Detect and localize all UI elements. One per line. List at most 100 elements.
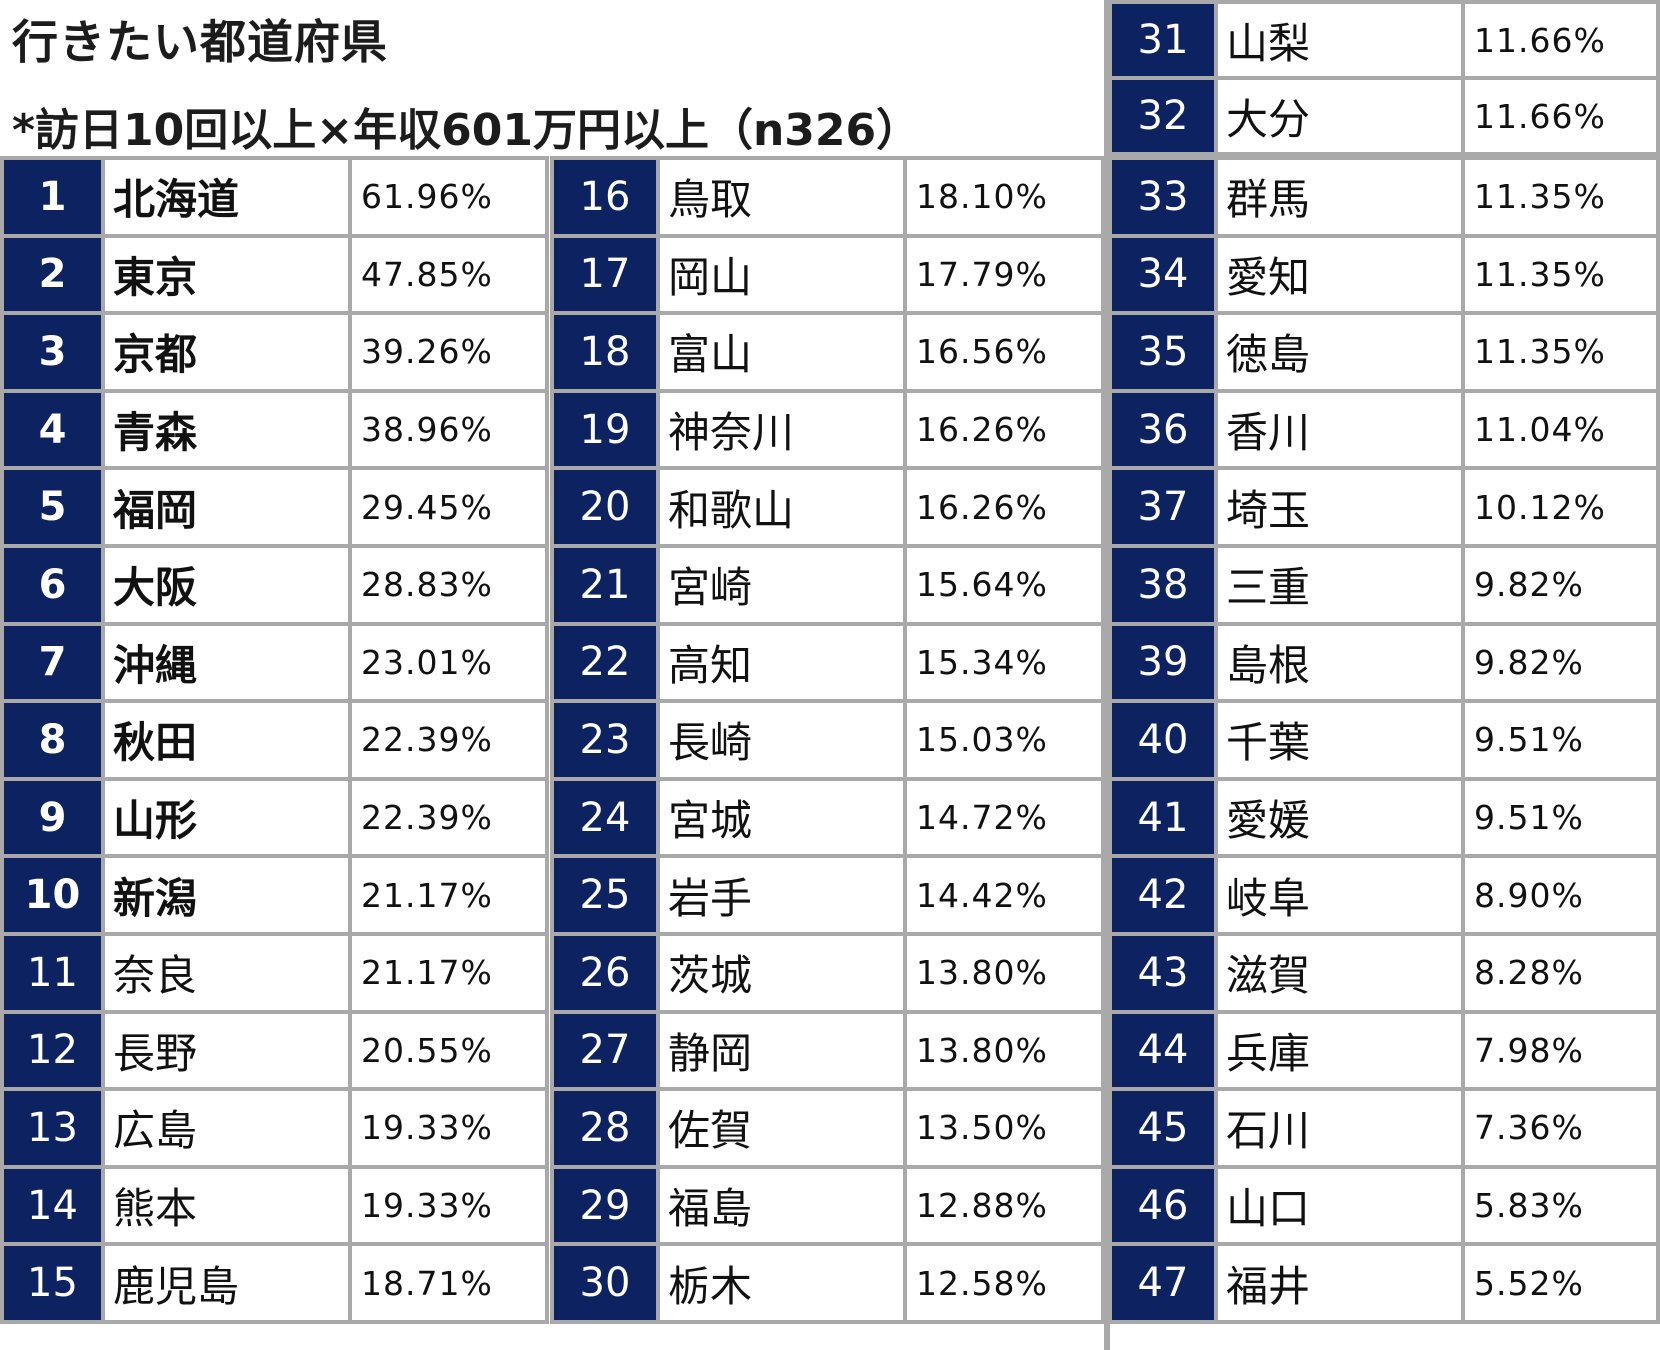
rank-number: 26	[550, 931, 660, 1014]
percentage-value: 9.82%	[1461, 621, 1660, 704]
table-row: 3 京都 39.26%	[0, 311, 549, 393]
prefecture-name: 宮城	[656, 776, 907, 859]
prefecture-name: 千葉	[1214, 699, 1465, 781]
rank-number: 41	[1108, 776, 1218, 859]
percentage-value: 7.98%	[1461, 1009, 1660, 1092]
percentage-value: 16.26%	[903, 388, 1105, 471]
percentage-value: 29.45%	[348, 466, 549, 548]
rank-number: 8	[0, 699, 105, 781]
table-row: 17 岡山 17.79%	[550, 233, 1105, 316]
table-row: 12 長野 20.55%	[0, 1009, 549, 1092]
rank-number: 35	[1108, 311, 1218, 393]
percentage-value: 18.10%	[903, 156, 1105, 238]
table-row: 19 神奈川 16.26%	[550, 388, 1105, 471]
prefecture-name: 京都	[101, 311, 352, 393]
prefecture-name: 長野	[101, 1009, 352, 1092]
ranking-table-ranks-31-32: 31 山梨 11.66% 32 大分 11.66%	[1108, 0, 1660, 156]
table-row: 16 鳥取 18.10%	[550, 156, 1105, 238]
prefecture-name: 長崎	[656, 699, 907, 781]
table-row: 7 沖縄 23.01%	[0, 621, 549, 704]
table-row: 11 奈良 21.17%	[0, 931, 549, 1014]
prefecture-name: 高知	[656, 621, 907, 704]
table-row: 20 和歌山 16.26%	[550, 466, 1105, 548]
prefecture-name: 大分	[1214, 76, 1465, 156]
percentage-value: 11.04%	[1461, 388, 1660, 471]
rank-number: 17	[550, 233, 660, 316]
percentage-value: 5.52%	[1461, 1242, 1660, 1324]
prefecture-name: 佐賀	[656, 1087, 907, 1169]
rank-number: 9	[0, 776, 105, 859]
percentage-value: 61.96%	[348, 156, 549, 238]
rank-number: 39	[1108, 621, 1218, 704]
percentage-value: 13.80%	[903, 931, 1105, 1014]
percentage-value: 19.33%	[348, 1164, 549, 1247]
table-row: 39 島根 9.82%	[1108, 621, 1660, 704]
rank-number: 36	[1108, 388, 1218, 471]
prefecture-name: 福岡	[101, 466, 352, 548]
table-row: 31 山梨 11.66%	[1108, 0, 1660, 80]
prefecture-name: 神奈川	[656, 388, 907, 471]
rank-number: 21	[550, 543, 660, 626]
prefecture-name: 奈良	[101, 931, 352, 1014]
rank-number: 19	[550, 388, 660, 471]
table-row: 36 香川 11.04%	[1108, 388, 1660, 471]
prefecture-name: 栃木	[656, 1242, 907, 1324]
prefecture-name: 岡山	[656, 233, 907, 316]
prefecture-name: 宮崎	[656, 543, 907, 626]
rank-number: 25	[550, 854, 660, 936]
rank-number: 10	[0, 854, 105, 936]
table-row: 5 福岡 29.45%	[0, 466, 549, 548]
table-row: 13 広島 19.33%	[0, 1087, 549, 1169]
prefecture-name: 山形	[101, 776, 352, 859]
percentage-value: 11.66%	[1461, 76, 1660, 156]
table-row: 15 鹿児島 18.71%	[0, 1242, 549, 1324]
table-row: 10 新潟 21.17%	[0, 854, 549, 936]
percentage-value: 19.33%	[348, 1087, 549, 1169]
prefecture-name: 大阪	[101, 543, 352, 626]
prefecture-name: 山口	[1214, 1164, 1465, 1247]
prefecture-name: 岩手	[656, 854, 907, 936]
prefecture-name: 福島	[656, 1164, 907, 1247]
percentage-value: 14.72%	[903, 776, 1105, 859]
table-row: 45 石川 7.36%	[1108, 1087, 1660, 1169]
percentage-value: 47.85%	[348, 233, 549, 316]
prefecture-name: 和歌山	[656, 466, 907, 548]
prefecture-name: 山梨	[1214, 0, 1465, 80]
prefecture-name: 富山	[656, 311, 907, 393]
prefecture-name: 島根	[1214, 621, 1465, 704]
prefecture-name: 徳島	[1214, 311, 1465, 393]
rank-number: 11	[0, 931, 105, 1014]
column-separator	[1104, 0, 1110, 1350]
rank-number: 43	[1108, 931, 1218, 1014]
percentage-value: 22.39%	[348, 699, 549, 781]
prefecture-name: 三重	[1214, 543, 1465, 626]
prefecture-name: 広島	[101, 1087, 352, 1169]
page-subtitle: *訪日10回以上×年収601万円以上（n326）	[12, 105, 921, 156]
rank-number: 28	[550, 1087, 660, 1169]
percentage-value: 16.26%	[903, 466, 1105, 548]
percentage-value: 16.56%	[903, 311, 1105, 393]
table-row: 28 佐賀 13.50%	[550, 1087, 1105, 1169]
ranking-table-ranks-1-15: 1 北海道 61.96% 2 東京 47.85% 3 京都 39.26% 4 青森 38.96% 5 福岡…	[0, 156, 549, 1324]
ranking-table-ranks-16-30: 16 鳥取 18.10% 17 岡山 17.79% 18 富山 16.56% 19 神奈川 16.26…	[550, 156, 1105, 1324]
percentage-value: 9.51%	[1461, 699, 1660, 781]
percentage-value: 9.82%	[1461, 543, 1660, 626]
rank-number: 27	[550, 1009, 660, 1092]
rank-number: 24	[550, 776, 660, 859]
rank-number: 45	[1108, 1087, 1218, 1169]
table-row: 23 長崎 15.03%	[550, 699, 1105, 781]
table-row: 32 大分 11.66%	[1108, 76, 1660, 156]
rank-number: 18	[550, 311, 660, 393]
prefecture-name: 愛知	[1214, 233, 1465, 316]
rank-number: 38	[1108, 543, 1218, 626]
rank-number: 13	[0, 1087, 105, 1169]
rank-number: 37	[1108, 466, 1218, 548]
prefecture-name: 静岡	[656, 1009, 907, 1092]
rank-number: 6	[0, 543, 105, 626]
percentage-value: 23.01%	[348, 621, 549, 704]
table-row: 14 熊本 19.33%	[0, 1164, 549, 1247]
rank-number: 42	[1108, 854, 1218, 936]
table-row: 37 埼玉 10.12%	[1108, 466, 1660, 548]
rank-number: 15	[0, 1242, 105, 1324]
prefecture-name: 岐阜	[1214, 854, 1465, 936]
